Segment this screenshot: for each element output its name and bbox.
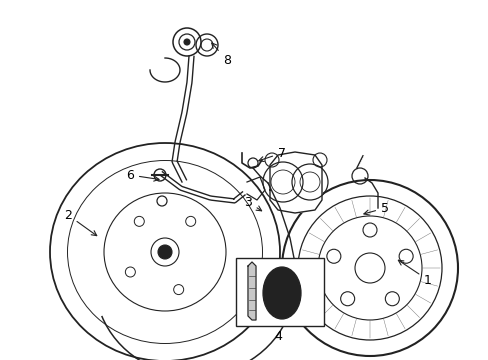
Text: 5: 5 xyxy=(363,202,388,215)
Polygon shape xyxy=(269,152,321,213)
Text: 3: 3 xyxy=(244,195,261,211)
Text: 6: 6 xyxy=(126,168,159,181)
Circle shape xyxy=(158,245,172,259)
Text: 8: 8 xyxy=(211,43,230,67)
Bar xyxy=(236,258,324,326)
Text: 2: 2 xyxy=(64,208,97,236)
Circle shape xyxy=(183,39,190,45)
Text: 1: 1 xyxy=(398,260,431,287)
Ellipse shape xyxy=(263,267,301,319)
Polygon shape xyxy=(247,262,256,320)
Text: 4: 4 xyxy=(273,329,282,342)
Text: 7: 7 xyxy=(258,147,285,162)
